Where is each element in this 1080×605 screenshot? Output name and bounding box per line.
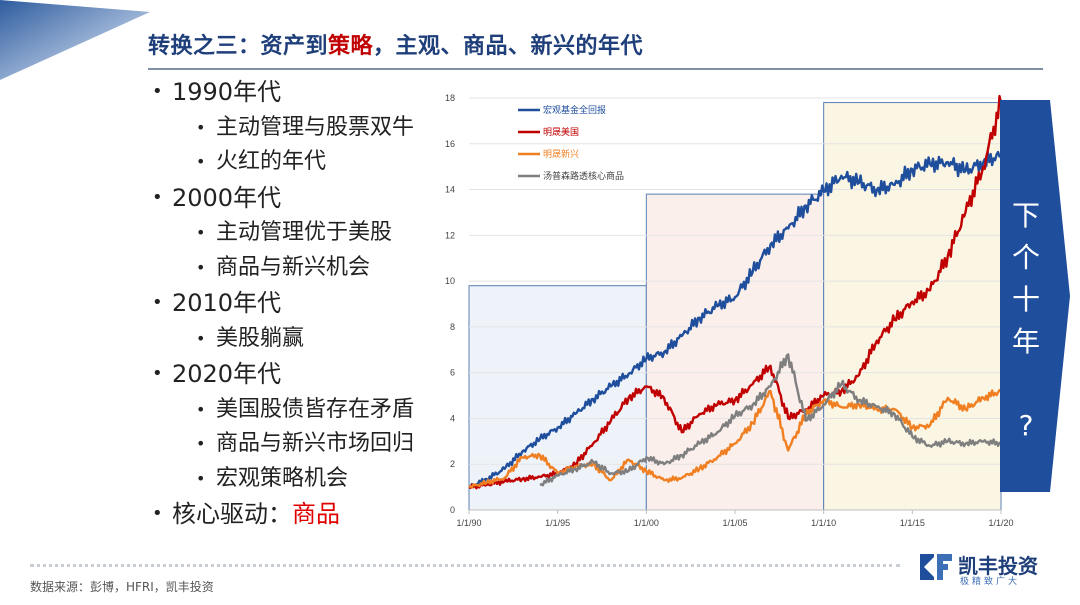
x-tick-label: 1/1/95 bbox=[545, 518, 570, 528]
arrow-char: ? bbox=[1018, 409, 1034, 442]
bullet-text: 主动管理与股票双牛 bbox=[216, 114, 415, 140]
bullet-highlight: 商品 bbox=[292, 500, 340, 528]
arrow-char: 十 bbox=[1011, 283, 1040, 316]
next-decade-label: 下个十年 ? bbox=[1002, 195, 1050, 447]
x-tick-label: 1/1/20 bbox=[988, 518, 1013, 528]
sub-bullet-item: 火红的年代 bbox=[150, 145, 450, 180]
arrow-char: 个 bbox=[1011, 241, 1040, 274]
series-line bbox=[468, 150, 1002, 489]
sub-bullet-item: 商品与新兴机会 bbox=[150, 251, 450, 286]
x-tick-label: 1/1/05 bbox=[722, 518, 747, 528]
kf-logo-icon bbox=[920, 554, 952, 580]
sub-bullet-item: 主动管理优于美股 bbox=[150, 216, 450, 251]
bullet-text: 主动管理优于美股 bbox=[216, 220, 393, 245]
bullet-text: 美股躺赢 bbox=[216, 325, 305, 351]
y-tick-label: 14 bbox=[445, 185, 455, 195]
title-suffix: ，主观、商品、新兴的年代 bbox=[373, 34, 644, 59]
performance-chart: 0 2 4 6 8 10 12 14 16 18 1/1/90 1/1/95 1/1/00 1/1/05 1… bbox=[445, 93, 1014, 528]
bullet-text: 2000年代 bbox=[172, 183, 282, 212]
sub-bullet-item: 美国股债皆存在矛盾 bbox=[150, 393, 450, 428]
logo-name: 凯丰投资 bbox=[958, 554, 1038, 578]
title-prefix: 转换之三：资产到 bbox=[148, 34, 329, 59]
bullet-text: 宏观策略机会 bbox=[216, 465, 349, 491]
arrow-char: 下 bbox=[1011, 199, 1040, 232]
sub-bullet-item: 美股躺赢 bbox=[150, 322, 450, 357]
bullet-text: 火红的年代 bbox=[216, 149, 327, 174]
title-highlight: 策略 bbox=[328, 34, 374, 59]
y-tick-label: 2 bbox=[450, 459, 455, 469]
bullet-text: 商品与新兴市场回归 bbox=[216, 431, 415, 456]
y-tick-label: 12 bbox=[445, 230, 455, 240]
bullet-text: 2010年代 bbox=[172, 289, 282, 317]
sub-bullet-item: 主动管理与股票双牛 bbox=[150, 111, 450, 146]
y-tick-label: 8 bbox=[450, 322, 455, 332]
y-tick-label: 6 bbox=[450, 368, 455, 378]
bullet-text: 2020年代 bbox=[172, 360, 282, 388]
y-tick-label: 4 bbox=[450, 413, 455, 423]
bullet-text: 商品与新兴机会 bbox=[216, 254, 371, 280]
title-divider bbox=[148, 68, 1043, 70]
bullet-item: 2010年代 bbox=[150, 285, 450, 322]
company-logo: 凯丰投资 极精致广大 bbox=[920, 550, 1050, 587]
series-line bbox=[468, 388, 1002, 489]
next-decade-arrow bbox=[1000, 100, 1070, 492]
y-tick-label: 16 bbox=[445, 139, 455, 149]
y-tick-label: 18 bbox=[445, 93, 455, 103]
bullet-text: 1990年代 bbox=[172, 78, 282, 106]
data-source-note: 数据来源：彭博，HFRI，凯丰投资 bbox=[30, 580, 214, 594]
x-tick-label: 1/1/00 bbox=[634, 518, 659, 528]
arrow-char: 年 bbox=[1011, 325, 1040, 358]
legend-label: 宏观基金全回报 bbox=[543, 104, 606, 116]
legend-label: 明晟新兴 bbox=[543, 148, 579, 160]
y-tick-label: 0 bbox=[450, 505, 455, 515]
corner-gradient-decoration bbox=[0, 0, 150, 80]
bullet-item: 2000年代 bbox=[150, 180, 450, 217]
footer-dotted-divider bbox=[30, 564, 900, 567]
sub-bullet-item: 商品与新兴市场回归 bbox=[150, 427, 450, 462]
legend-label: 明晟美国 bbox=[543, 126, 579, 138]
y-tick-label: 10 bbox=[445, 276, 455, 286]
bullet-text: 核心驱动： bbox=[172, 500, 292, 528]
x-tick-label: 1/1/10 bbox=[811, 518, 836, 528]
bullet-item: 2020年代 bbox=[150, 356, 450, 393]
decade-highlight-box bbox=[645, 193, 825, 511]
bullet-list: 1990年代主动管理与股票双牛火红的年代 2000年代主动管理优于美股商品与新兴机… bbox=[150, 74, 450, 533]
bullet-text: 美国股债皆存在矛盾 bbox=[216, 396, 415, 422]
arrow-char bbox=[1002, 363, 1050, 405]
legend-label: 汤普森路透核心商品 bbox=[543, 170, 624, 182]
sub-bullet-item: 宏观策略机会 bbox=[150, 462, 450, 497]
page-title: 转换之三：资产到策略，主观、商品、新兴的年代 bbox=[148, 28, 643, 60]
bullet-item: 核心驱动：商品 bbox=[150, 496, 450, 533]
bullet-item: 1990年代 bbox=[150, 74, 450, 111]
logo-slogan: 极精致广大 bbox=[960, 577, 1021, 587]
series-line bbox=[539, 353, 1002, 487]
x-tick-label: 1/1/90 bbox=[456, 518, 481, 528]
x-tick-label: 1/1/15 bbox=[900, 518, 925, 528]
